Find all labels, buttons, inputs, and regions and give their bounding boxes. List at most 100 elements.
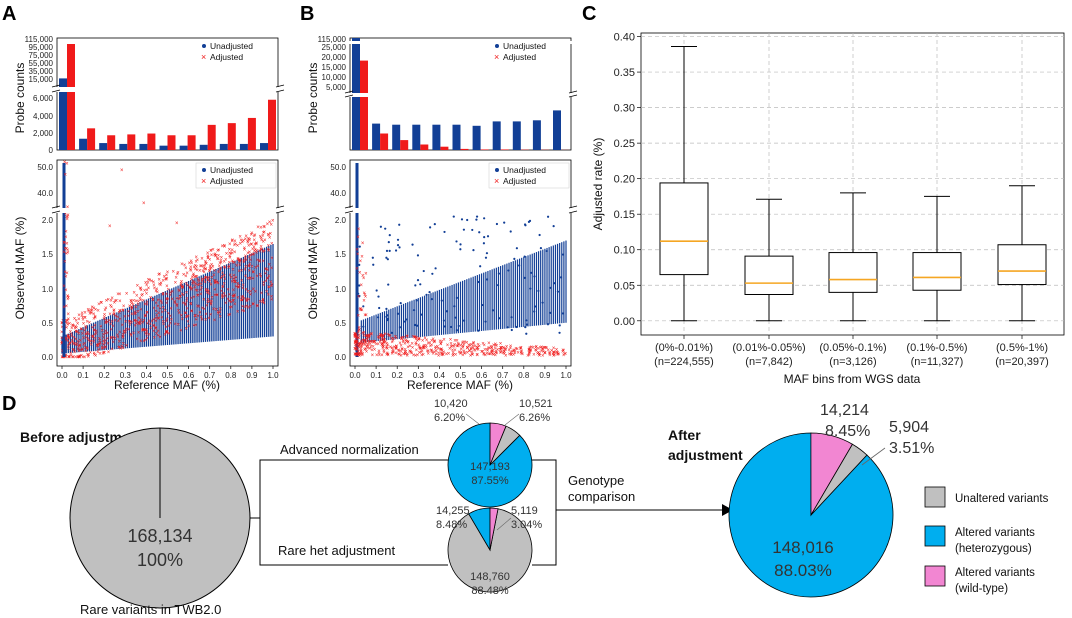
point (398, 246, 401, 249)
point (460, 218, 464, 221)
y-tick: 0 (49, 146, 54, 155)
point: × (547, 348, 551, 354)
point: × (190, 296, 194, 302)
point: × (244, 265, 248, 271)
point: × (135, 293, 139, 299)
point: × (405, 353, 409, 359)
point: × (125, 291, 129, 297)
y-tick: 0.0 (42, 353, 54, 362)
y-tick: 1.5 (335, 250, 347, 259)
point: × (232, 294, 236, 300)
point: × (271, 219, 275, 225)
axis-break-mark (344, 90, 354, 94)
x-tick-n: (n=224,555) (654, 356, 714, 368)
point: × (417, 336, 421, 342)
point: × (490, 350, 494, 356)
axis-break (52, 208, 284, 213)
point: × (357, 342, 361, 348)
point: × (232, 273, 236, 279)
point: × (490, 346, 494, 352)
point: × (217, 311, 221, 317)
point (482, 242, 486, 245)
point: × (73, 342, 77, 348)
point (422, 269, 425, 273)
point: × (251, 302, 255, 308)
point: × (252, 238, 256, 244)
point: × (243, 305, 247, 311)
point: × (494, 342, 498, 348)
point: × (556, 352, 560, 358)
point: × (504, 347, 508, 353)
point: × (223, 266, 227, 272)
panel-a-scatter: Observed MAF (%) 50.0 40.0 2.0 1.5 1.0 0… (13, 159, 285, 392)
point: × (114, 314, 118, 320)
point: × (161, 292, 165, 298)
legend-unadjusted: Unadjusted (503, 41, 546, 51)
point: × (440, 339, 444, 345)
point: × (386, 353, 390, 359)
point: × (100, 300, 104, 306)
point: × (87, 353, 91, 359)
point: × (233, 260, 237, 266)
point: × (449, 341, 453, 347)
point: × (204, 275, 208, 281)
point: × (366, 342, 370, 348)
point: × (84, 324, 88, 330)
x-tick: 0.9 (539, 371, 551, 380)
point: × (204, 287, 208, 293)
point: × (264, 279, 268, 285)
point: × (357, 335, 361, 341)
point: × (252, 270, 256, 276)
point: × (536, 352, 540, 358)
point: × (237, 259, 241, 265)
point: × (207, 275, 211, 281)
point: × (468, 344, 472, 350)
point: × (406, 335, 410, 341)
rare-wild-value: 5,119 (511, 505, 538, 517)
point: × (421, 346, 425, 352)
point: × (147, 319, 151, 325)
point: × (405, 334, 409, 340)
point: × (147, 277, 151, 283)
point: × (65, 161, 69, 167)
point: × (459, 351, 463, 357)
point: × (167, 312, 171, 318)
point: × (150, 319, 154, 325)
point: × (218, 310, 222, 316)
point: × (181, 285, 185, 291)
point: × (174, 322, 178, 328)
point: × (64, 235, 68, 241)
point: × (353, 333, 357, 339)
point: × (109, 322, 113, 328)
point: × (64, 274, 68, 280)
point: × (361, 241, 365, 247)
point: × (103, 312, 107, 318)
point: × (157, 333, 161, 339)
after-het-pct: 88.03% (774, 561, 832, 580)
point: × (66, 319, 70, 325)
point: × (180, 262, 184, 268)
point: × (265, 276, 269, 282)
point: × (430, 339, 434, 345)
point: × (244, 254, 248, 260)
point: × (391, 350, 395, 356)
point: × (84, 346, 88, 352)
point: × (216, 293, 220, 299)
point: × (157, 277, 161, 283)
point: × (211, 264, 215, 270)
point: × (152, 324, 156, 330)
point: × (548, 351, 552, 357)
point: × (395, 344, 399, 350)
point: × (528, 345, 532, 351)
point: × (363, 348, 367, 354)
point: × (399, 344, 403, 350)
point: × (499, 346, 503, 352)
point: × (82, 336, 86, 342)
point: × (221, 295, 225, 301)
point: × (188, 285, 192, 291)
point: × (397, 352, 401, 358)
point: × (100, 328, 104, 334)
y-tick: 0.0 (335, 353, 347, 362)
point: × (169, 306, 173, 312)
legend-unadjusted: Unadjusted (210, 41, 253, 51)
